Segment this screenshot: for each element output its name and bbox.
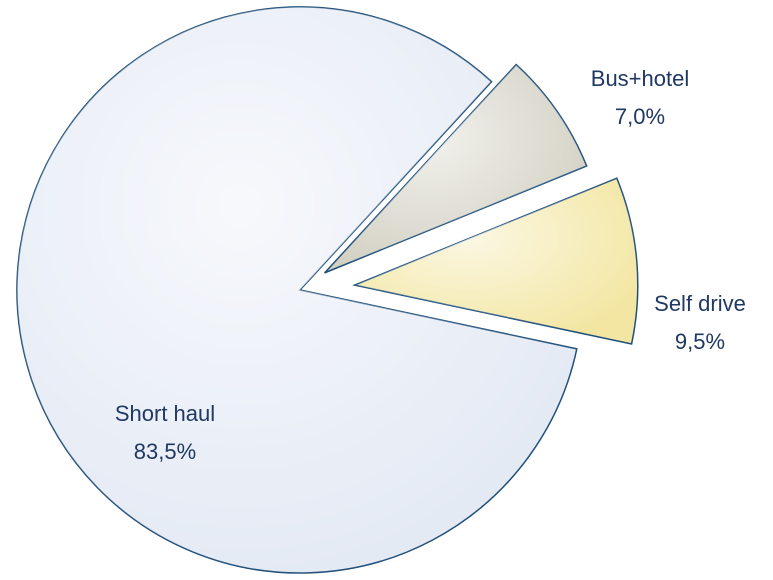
slice-sheen bbox=[324, 64, 587, 273]
slice-value-label: 9,5% bbox=[675, 329, 725, 354]
slice-value-label: 7,0% bbox=[615, 104, 665, 129]
slice-sheen bbox=[354, 178, 638, 344]
slice-label: Bus+hotel bbox=[591, 66, 689, 91]
slice-label: Self drive bbox=[654, 291, 746, 316]
slice-label: Short haul bbox=[115, 401, 215, 426]
slice-sheen bbox=[17, 6, 577, 573]
slice-value-label: 83,5% bbox=[134, 439, 196, 464]
